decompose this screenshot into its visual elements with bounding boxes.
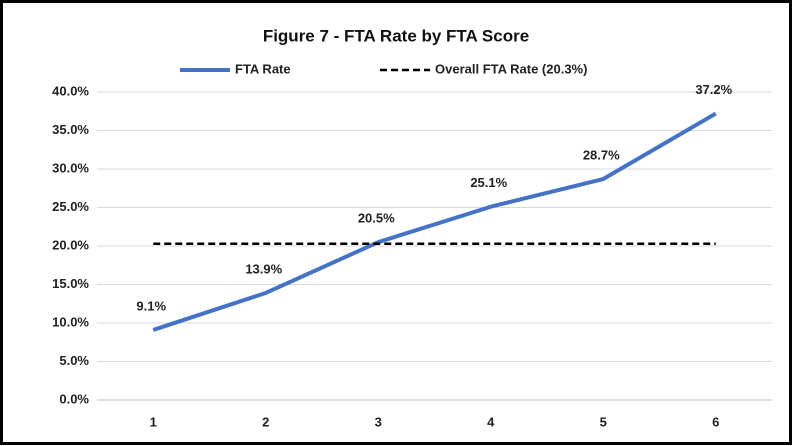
data-label: 13.9%: [245, 261, 282, 276]
data-line: [152, 111, 717, 332]
y-tick-label: 0.0%: [59, 391, 89, 406]
y-tick-label: 10.0%: [52, 314, 89, 329]
y-tick-label: 35.0%: [52, 122, 89, 137]
y-tick-label: 5.0%: [59, 353, 89, 368]
legend-label: FTA Rate: [235, 61, 291, 76]
legend-label: Overall FTA Rate (20.3%): [435, 61, 587, 76]
data-label: 20.5%: [358, 211, 395, 226]
x-tick-label: 2: [262, 414, 269, 429]
x-tick-label: 6: [712, 414, 719, 429]
chart-title: Figure 7 - FTA Rate by FTA Score: [263, 26, 529, 45]
data-label: 28.7%: [583, 147, 620, 162]
data-label: 25.1%: [470, 175, 507, 190]
x-tick-label: 1: [150, 414, 157, 429]
x-tick-label: 5: [600, 414, 607, 429]
y-tick-label: 30.0%: [52, 160, 89, 175]
x-tick-label: 3: [375, 414, 382, 429]
x-tick-label: 4: [487, 414, 495, 429]
y-tick-label: 25.0%: [52, 199, 89, 214]
y-tick-label: 40.0%: [52, 83, 89, 98]
y-tick-label: 20.0%: [52, 237, 89, 252]
y-tick-label: 15.0%: [52, 276, 89, 291]
data-label: 37.2%: [695, 82, 732, 97]
data-label: 9.1%: [136, 298, 166, 313]
